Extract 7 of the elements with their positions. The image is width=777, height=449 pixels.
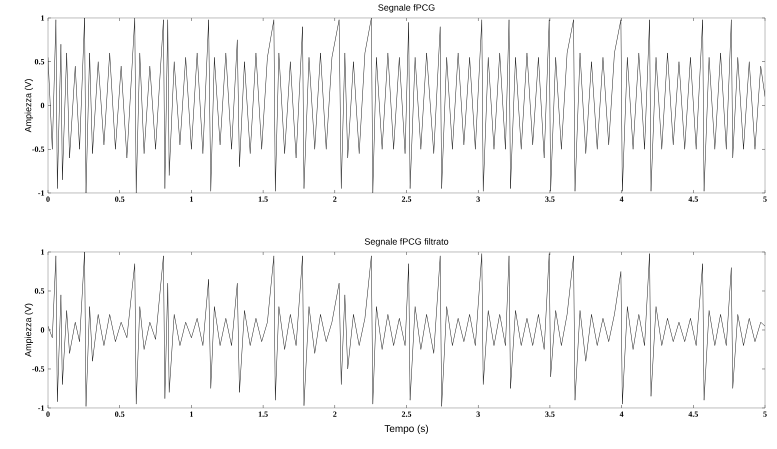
line-series — [48, 18, 766, 193]
line-series — [48, 252, 766, 407]
x-axis-title: Tempo (s) — [384, 424, 428, 434]
chart-title: Segnale fPCG filtrato — [364, 238, 448, 246]
y-axis-title: Ampiezza (V) — [24, 304, 34, 357]
y-axis-title: Ampiezza (V) — [24, 79, 34, 132]
chart-title: Segnale fPCG — [378, 4, 434, 12]
